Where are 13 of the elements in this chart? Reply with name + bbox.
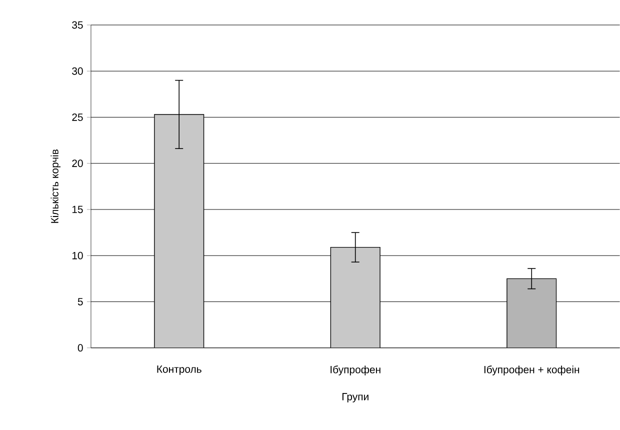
y-tick-label: 30: [72, 68, 83, 75]
x-axis-title: Групи: [342, 393, 368, 402]
x-tick-label: Контроль: [157, 366, 202, 375]
y-tick-label: 25: [72, 114, 83, 122]
y-tick-label: 10: [72, 252, 83, 260]
y-axis-title: Кількість корчів: [50, 150, 60, 223]
y-tick-label: 20: [72, 160, 83, 168]
x-tick-label: Ібупрофен: [330, 366, 380, 376]
y-tick-label: 0: [78, 344, 83, 352]
y-tick-label: 15: [72, 206, 83, 214]
y-tick-label: 5: [78, 298, 83, 306]
x-tick-label: Ібупрофен + кофеін: [484, 366, 580, 376]
y-tick-label: 35: [72, 21, 83, 29]
